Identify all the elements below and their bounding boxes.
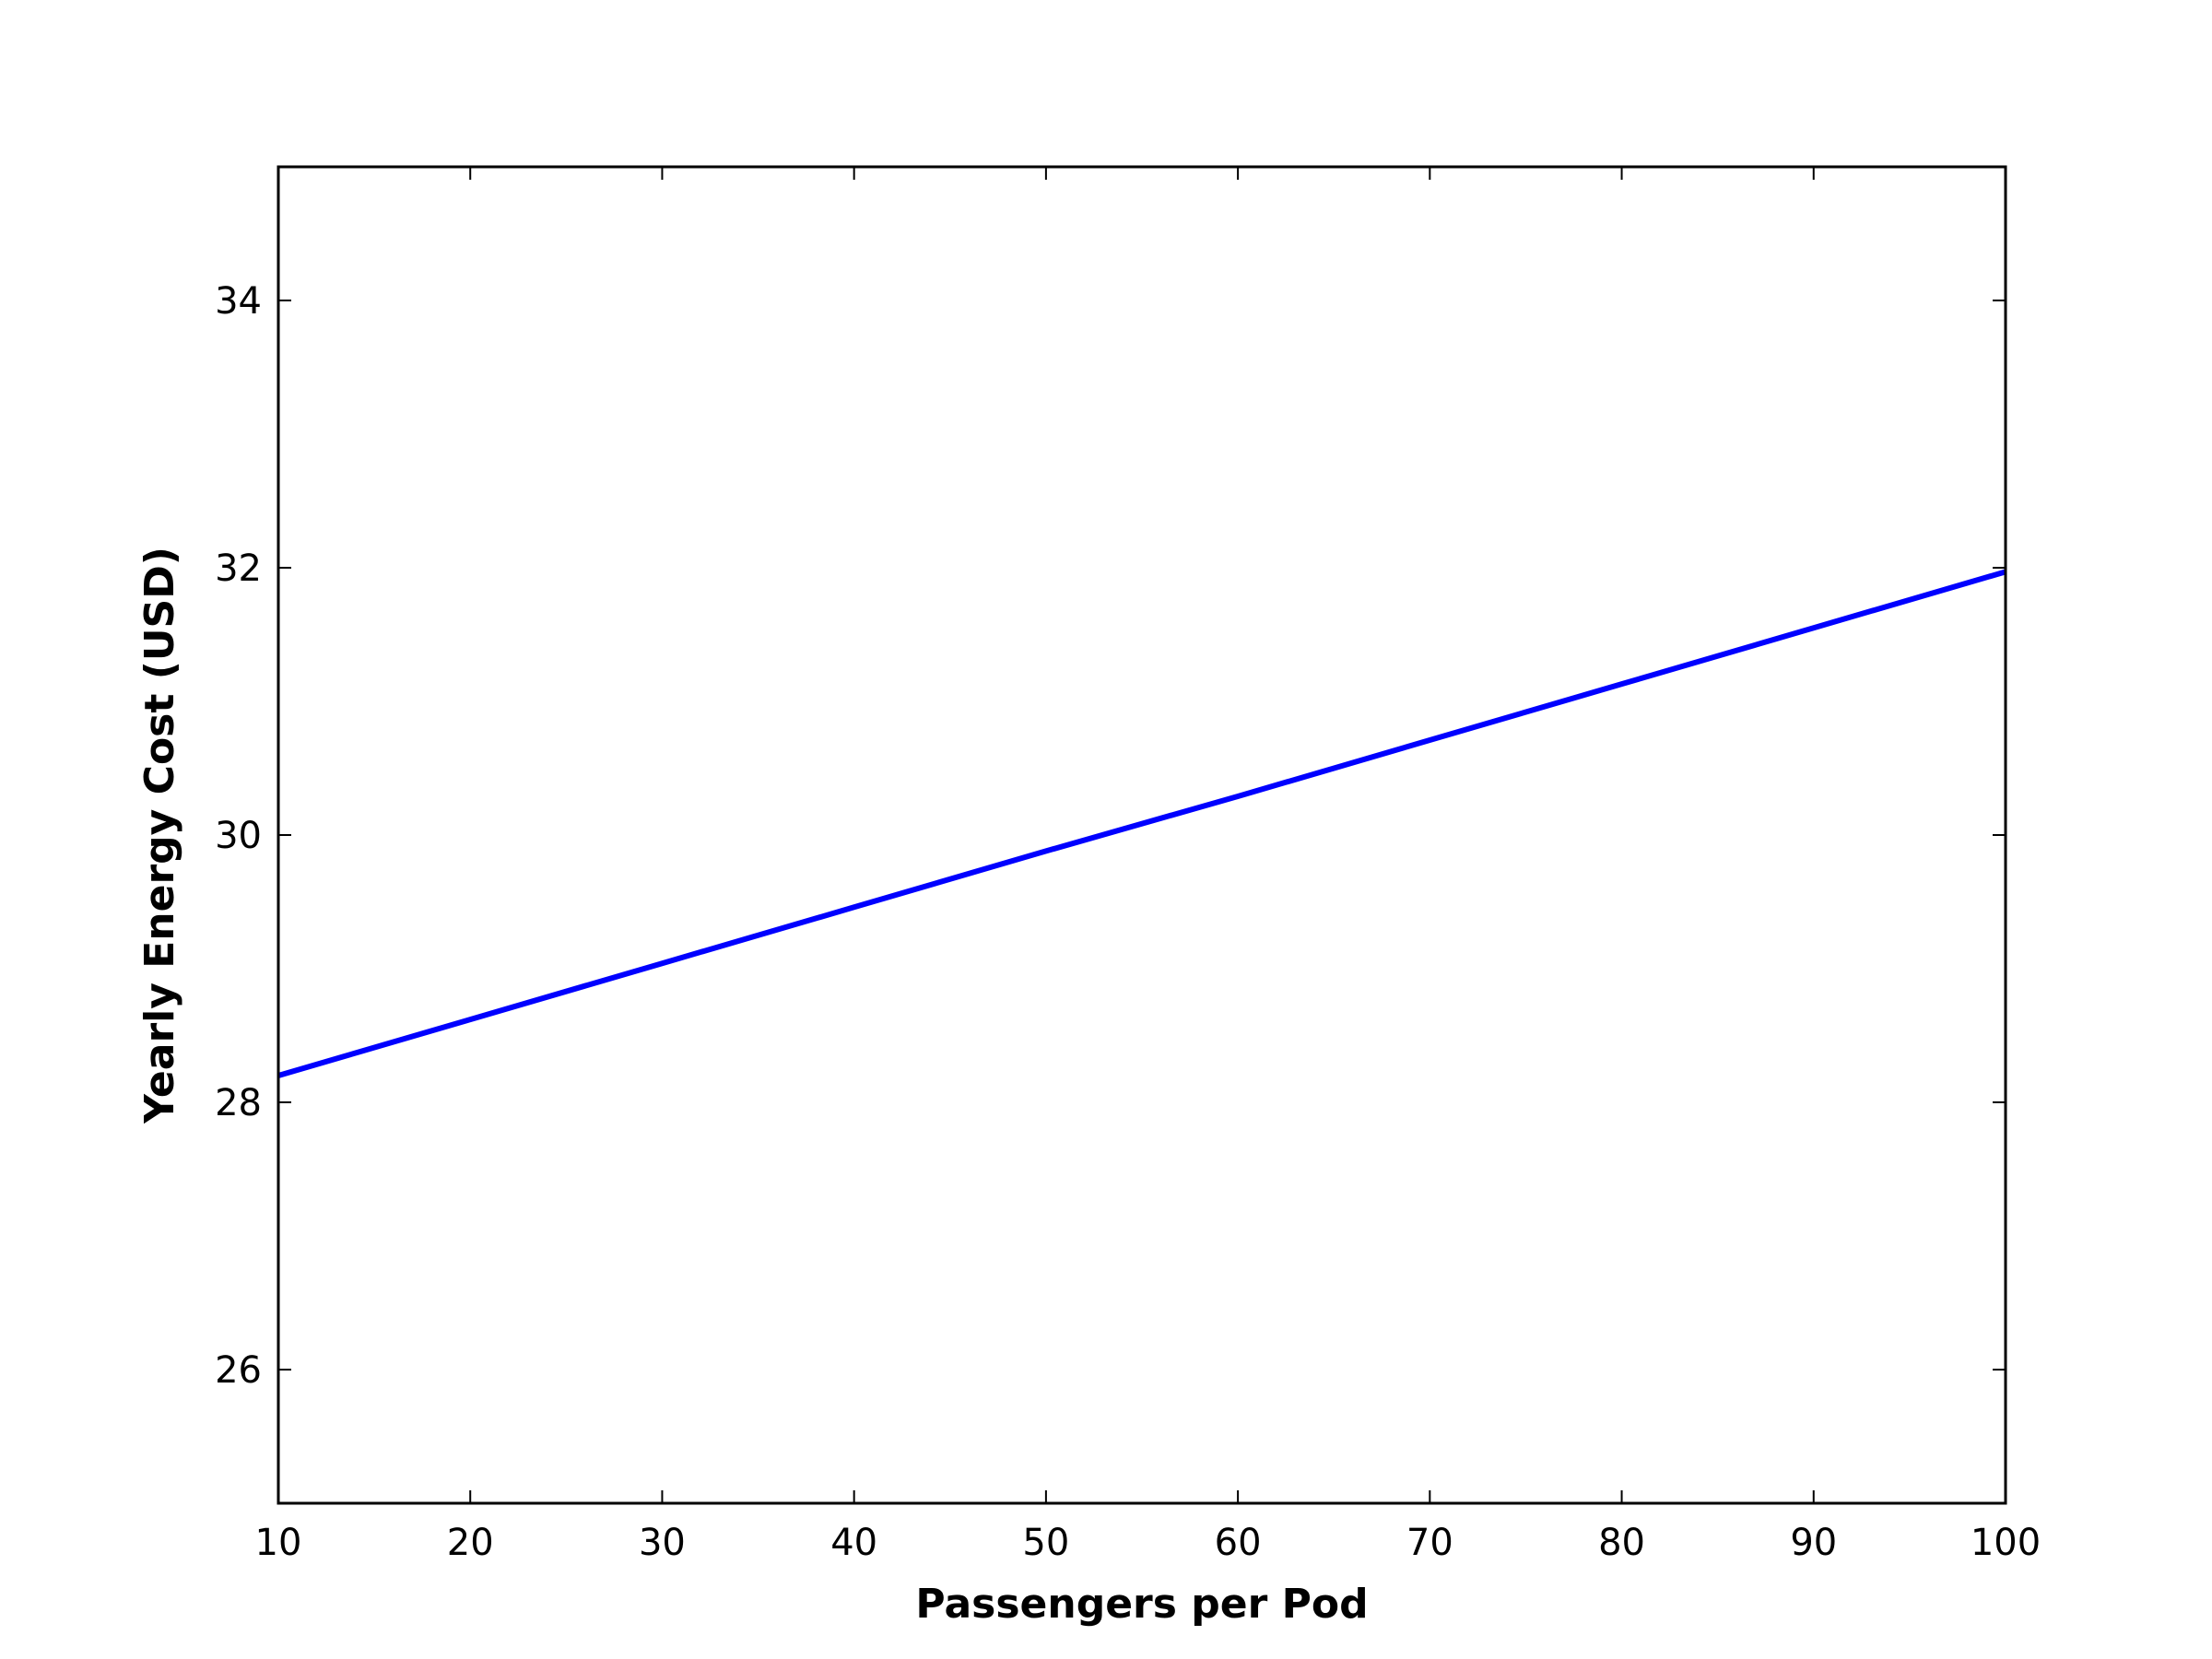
series-line (277, 569, 2006, 1078)
x-tick-label: 80 (1598, 1522, 1645, 1564)
x-tick-label: 40 (830, 1522, 877, 1564)
y-axis-title: Yearly Energy Cost (USD) (136, 547, 183, 1124)
y-tick-label: 26 (215, 1349, 262, 1392)
tick-layer: 10 20 30 40 50 60 70 80 90 100 26 28 30 32 34 (215, 167, 2041, 1564)
x-tick-label: 20 (447, 1522, 494, 1564)
x-tick-label: 100 (1971, 1522, 2041, 1564)
x-tick-label: 90 (1790, 1522, 1837, 1564)
x-tick-label: 10 (255, 1522, 302, 1564)
y-tick-label: 28 (215, 1082, 262, 1124)
y-tick-label: 30 (215, 815, 262, 857)
plot-area-background (278, 167, 2006, 1503)
series-layer (277, 569, 2006, 1078)
x-tick-label: 70 (1406, 1522, 1453, 1564)
plot-frame (276, 165, 2007, 1505)
x-axis-title: Passengers per Pod (915, 1581, 1368, 1628)
y-tick-label: 32 (215, 547, 262, 590)
y-tick-label: 34 (215, 280, 262, 323)
x-tick-label: 50 (1022, 1522, 1069, 1564)
x-tick-label: 30 (639, 1522, 686, 1564)
x-tick-label: 60 (1215, 1522, 1262, 1564)
